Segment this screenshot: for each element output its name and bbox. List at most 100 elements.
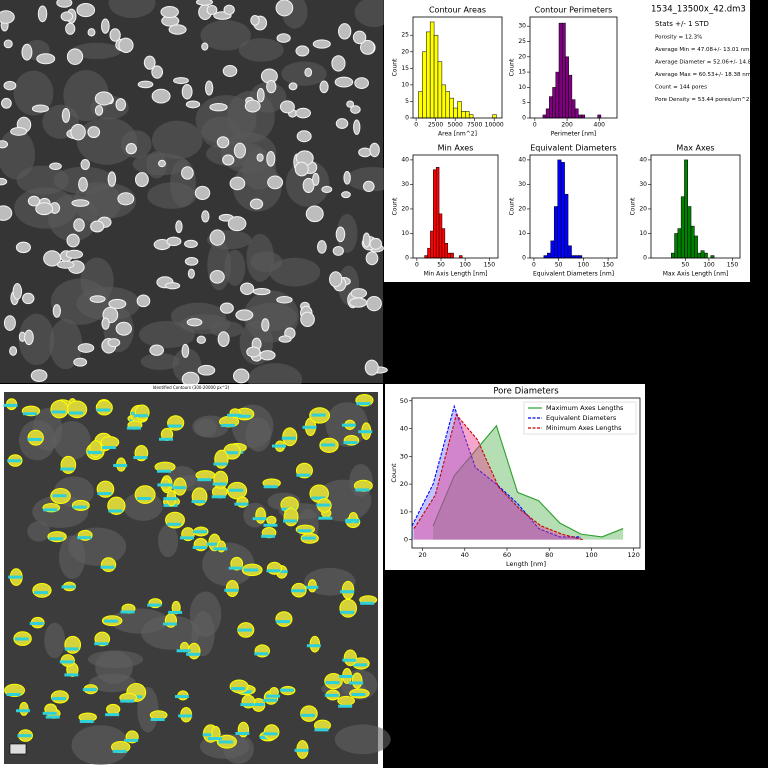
contour-label (112, 749, 127, 753)
contour (225, 580, 239, 597)
contour (89, 440, 103, 458)
x-axis-label: Length [nm] (506, 560, 546, 568)
y-tick-label: 10 (401, 81, 409, 88)
contour (60, 455, 77, 474)
y-tick-label: 20 (518, 53, 526, 60)
pore (100, 18, 110, 34)
pore (364, 359, 379, 376)
histogram-bar (449, 97, 454, 119)
contour-label (49, 537, 64, 541)
histogram-bar (553, 206, 558, 259)
pore (1, 97, 12, 109)
pore (184, 257, 199, 266)
x-tick-label: 0 (532, 262, 536, 269)
contour-label (281, 436, 296, 440)
pore (9, 346, 18, 356)
histogram-bar (670, 252, 675, 259)
contour-label (263, 485, 278, 489)
contour-label (314, 728, 329, 732)
histogram-bar (445, 91, 450, 119)
histogram-bar (427, 247, 431, 259)
contour-label (147, 603, 162, 607)
histogram-bar (450, 252, 454, 259)
histogram-bar (578, 114, 582, 119)
pore (117, 192, 135, 206)
y-tick-label: 30 (400, 452, 408, 460)
contour-label (6, 692, 21, 696)
contour-shade (27, 521, 51, 542)
plot-frame (412, 154, 499, 259)
sem-shade (0, 129, 36, 180)
pore (12, 283, 23, 300)
contour-label (192, 530, 207, 534)
contour-label (213, 462, 228, 466)
sem-shade (18, 313, 55, 366)
contour-label (94, 642, 109, 646)
histogram-bar (677, 228, 682, 259)
contour-image: Identified Contours (300-20000 px^2) (0, 384, 391, 768)
histogram-bar (567, 245, 572, 259)
chart-title: Contour Areas (429, 6, 486, 15)
histogram-bar (549, 96, 553, 119)
histogram-bar (555, 71, 560, 119)
legend-box (523, 401, 637, 435)
contour (71, 499, 90, 511)
contour-label (250, 702, 265, 706)
contour (64, 635, 82, 654)
histogram-bar (437, 61, 443, 119)
series-line (413, 413, 584, 541)
pore (101, 317, 110, 330)
histogram-bar (674, 233, 679, 259)
stats-heading: Stats +/- 1 STD (655, 20, 709, 28)
sem-shade (354, 0, 393, 28)
pore (319, 80, 329, 94)
histogram-bar (571, 99, 576, 119)
histogram-bar (430, 230, 434, 259)
contour (195, 470, 216, 481)
y-tick-label: 10 (400, 508, 408, 516)
y-axis-label: Count (392, 58, 399, 76)
pore (312, 39, 331, 49)
pore (266, 79, 277, 94)
x-axis-label: Equivalent Diameters [nm] (533, 271, 614, 278)
pore (115, 321, 132, 336)
x-axis-label: Perimeter [nm] (551, 131, 597, 138)
pore (30, 369, 48, 383)
contour-label (339, 674, 354, 678)
pore (353, 119, 361, 135)
pore (3, 315, 16, 331)
histogram-bar (703, 252, 708, 259)
pore (216, 136, 230, 149)
contour-label (59, 660, 74, 664)
y-tick-label: 10 (518, 84, 526, 91)
histogram-bar (568, 74, 573, 119)
contour-label (290, 589, 305, 593)
contour (343, 649, 357, 667)
contour-label (296, 473, 311, 477)
contour-label (97, 492, 112, 496)
y-tick-label: 30 (518, 23, 526, 30)
pore (349, 297, 368, 308)
contour (351, 672, 363, 689)
x-tick-label: 120 (627, 551, 639, 559)
pore (331, 55, 346, 72)
pore (305, 205, 324, 223)
contour-label (14, 637, 29, 641)
pore (87, 28, 96, 37)
contour-label (345, 518, 360, 522)
sem-shade (269, 257, 321, 287)
x-tick-label: 100 (459, 262, 471, 269)
histogram-bar (558, 22, 563, 119)
contour (300, 705, 318, 722)
pore (259, 350, 276, 361)
contour-label (120, 699, 135, 703)
contour-label (45, 715, 60, 719)
contour-label (266, 569, 281, 573)
series-area (412, 406, 581, 540)
y-tick-label: 10 (401, 230, 409, 237)
histogram-bar (547, 252, 552, 259)
pore (332, 245, 344, 256)
pore (232, 368, 250, 384)
x-tick-label: 40 (461, 551, 469, 559)
series-line (411, 404, 581, 538)
